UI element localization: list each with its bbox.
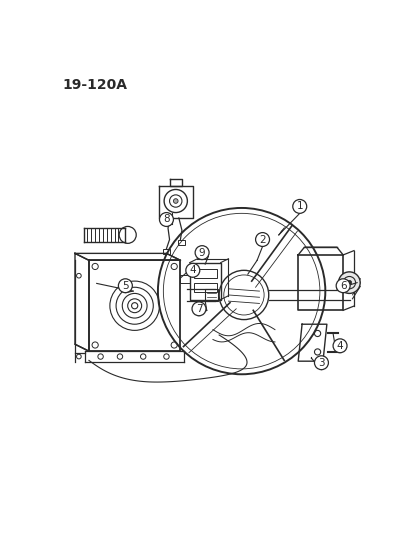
Circle shape [346, 280, 351, 285]
Text: 6: 6 [339, 281, 346, 290]
Text: 5: 5 [122, 281, 128, 290]
Circle shape [338, 272, 359, 294]
Circle shape [159, 213, 173, 227]
Text: 19-120A: 19-120A [62, 78, 127, 92]
Circle shape [332, 339, 346, 353]
Text: 9: 9 [198, 248, 205, 257]
Bar [193, 282, 216, 292]
Circle shape [118, 279, 132, 293]
Bar [163, 249, 170, 254]
Text: 1: 1 [296, 201, 302, 212]
Circle shape [335, 279, 349, 293]
Bar [178, 239, 185, 245]
Bar [205, 289, 217, 301]
Circle shape [192, 302, 206, 316]
Circle shape [195, 246, 209, 260]
Circle shape [173, 199, 178, 203]
Circle shape [185, 263, 199, 277]
Text: 2: 2 [259, 235, 265, 245]
Text: 8: 8 [163, 214, 169, 224]
Text: 4: 4 [336, 341, 342, 351]
Text: 7: 7 [195, 304, 202, 314]
Circle shape [314, 356, 328, 370]
Bar [193, 269, 216, 278]
Bar [180, 275, 189, 282]
Text: 3: 3 [317, 358, 324, 368]
Text: 4: 4 [189, 265, 196, 276]
Circle shape [292, 199, 306, 213]
Circle shape [255, 232, 269, 246]
